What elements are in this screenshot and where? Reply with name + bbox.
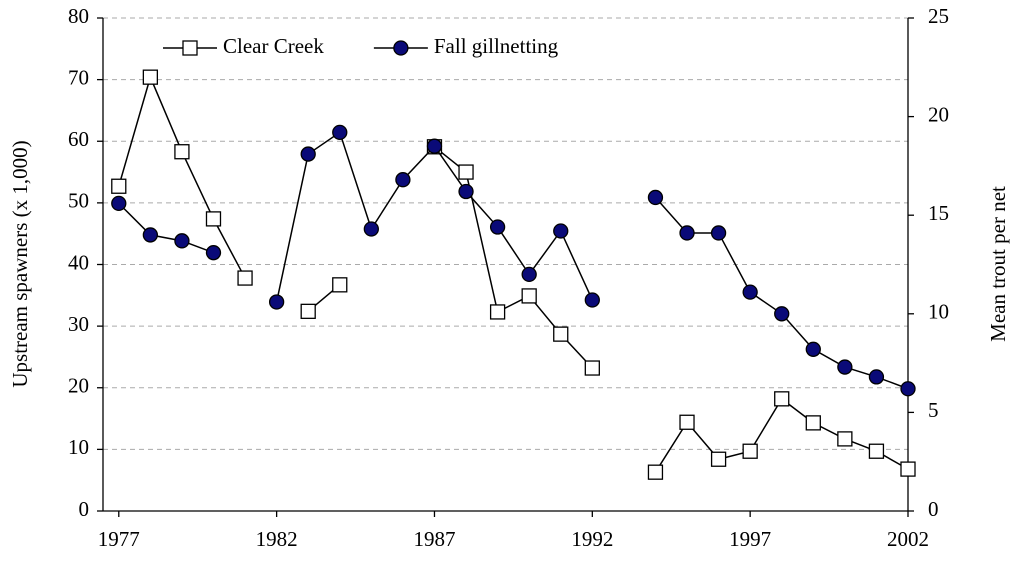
x-tick-label: 1997 [729, 527, 771, 551]
data-point [363, 221, 379, 237]
x-tick-label: 2002 [887, 527, 929, 551]
data-point [837, 431, 853, 447]
y2-tick-label: 10 [928, 300, 949, 324]
data-point [805, 415, 821, 431]
data-point [679, 225, 695, 241]
data-point [268, 294, 285, 310]
data-point [237, 270, 253, 286]
series-line [118, 74, 909, 473]
x-tick-label: 1977 [98, 527, 140, 551]
data-point [174, 233, 190, 249]
data-point [489, 219, 506, 235]
data-point [332, 277, 348, 293]
data-point [426, 138, 443, 154]
y-tick-label: 50 [68, 189, 89, 213]
data-point [900, 461, 916, 477]
data-point [395, 172, 411, 188]
data-point [868, 369, 885, 385]
series-line [118, 131, 909, 390]
data-point [111, 195, 127, 212]
y-tick-label: 40 [68, 250, 89, 274]
data-point [679, 414, 695, 430]
data-point [205, 245, 222, 261]
data-point [647, 464, 664, 480]
data-point [837, 359, 853, 375]
y2-tick-label: 5 [928, 398, 939, 422]
data-point [553, 223, 569, 239]
y-tick-label: 10 [68, 435, 89, 459]
data-point [774, 306, 790, 322]
data-point [900, 381, 916, 397]
y-tick-label: 80 [68, 4, 89, 28]
y-tick-label: 70 [68, 65, 89, 89]
data-point [584, 292, 600, 308]
data-point [142, 69, 159, 85]
legend-label: Fall gillnetting [434, 34, 559, 58]
data-point [521, 266, 537, 283]
y2-tick-label: 15 [928, 201, 949, 225]
data-point [805, 341, 821, 357]
data-point [111, 178, 127, 194]
y-tick-label: 60 [68, 127, 89, 151]
data-point [174, 144, 190, 160]
data-point [584, 360, 600, 376]
data-point [142, 227, 159, 243]
y-tick-label: 0 [79, 497, 90, 521]
y2-axis-title: Mean trout per net [986, 186, 1010, 342]
x-tick-label: 1987 [413, 527, 455, 551]
x-tick-label: 1992 [571, 527, 613, 551]
y2-tick-label: 25 [928, 4, 949, 28]
data-point [868, 443, 885, 459]
data-point [458, 164, 474, 180]
data-point [742, 443, 758, 459]
data-point [489, 304, 506, 320]
data-point [521, 288, 537, 304]
y-axis-title: Upstream spawners (x 1,000) [8, 140, 32, 387]
x-tick-label: 1982 [256, 527, 298, 551]
legend-label: Clear Creek [223, 34, 324, 58]
legend-marker [182, 40, 198, 56]
legend-marker [393, 40, 409, 56]
data-point [774, 391, 790, 407]
data-point [553, 326, 569, 342]
y2-tick-label: 0 [928, 497, 939, 521]
data-point [458, 183, 474, 200]
data-point [647, 189, 664, 206]
y-tick-label: 20 [68, 374, 89, 398]
data-point [332, 124, 348, 141]
data-point [300, 146, 316, 162]
data-point [205, 211, 222, 227]
data-point [710, 225, 727, 241]
data-point [710, 451, 727, 467]
data-point [742, 284, 758, 300]
data-point [300, 303, 316, 319]
y2-tick-label: 20 [928, 102, 949, 126]
y-tick-label: 30 [68, 312, 89, 336]
